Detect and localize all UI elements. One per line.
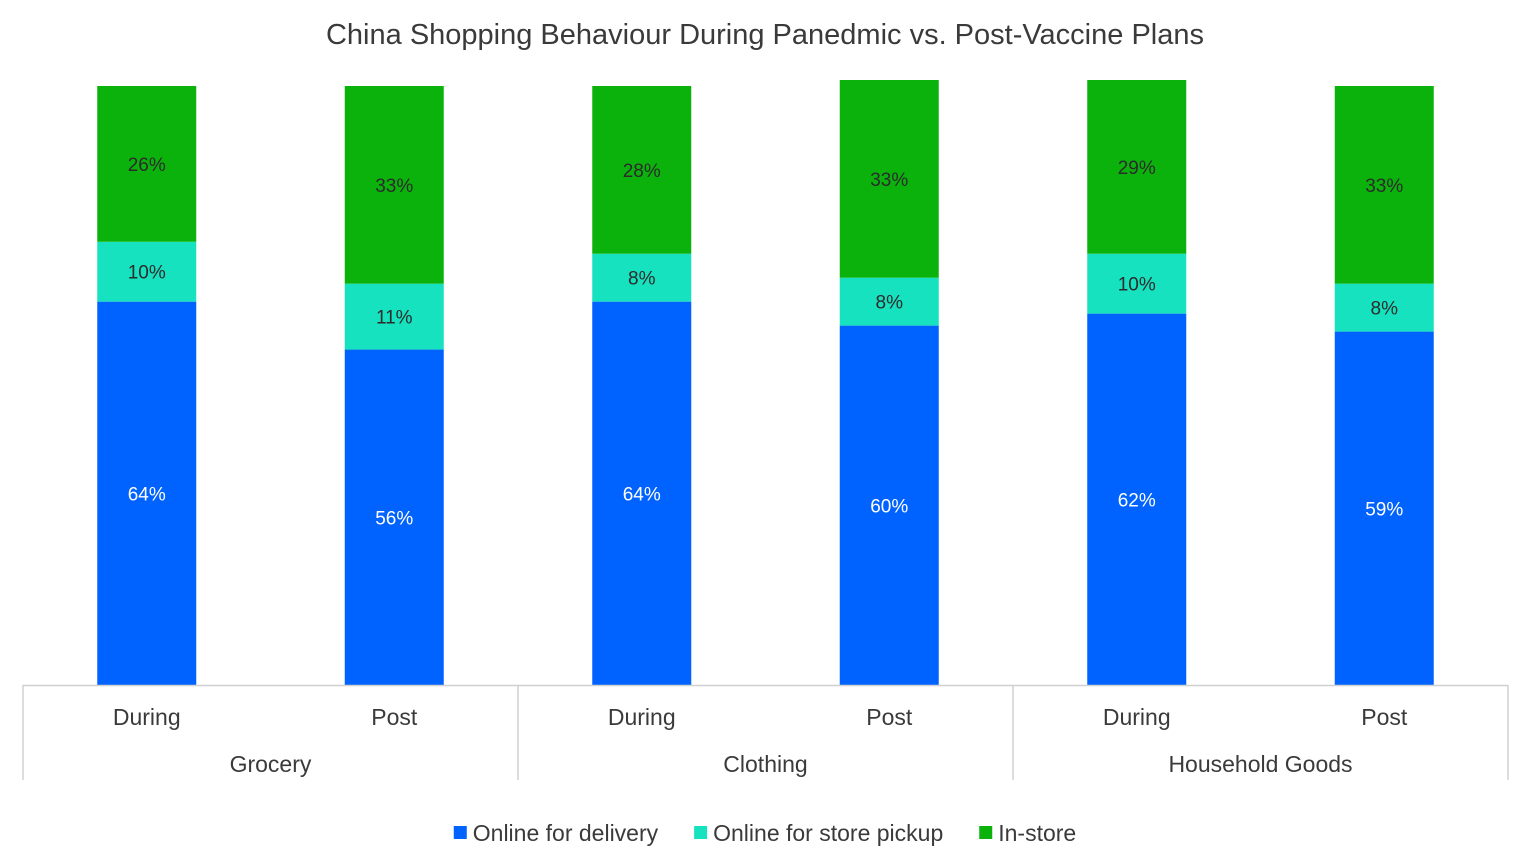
bar-segment	[592, 301, 692, 685]
data-label: 33%	[375, 176, 413, 197]
bar-segment	[592, 253, 692, 302]
data-label: 33%	[1365, 176, 1403, 197]
data-label: 64%	[128, 484, 166, 505]
group-label: Household Goods	[1168, 751, 1352, 777]
bar-segment	[344, 86, 444, 284]
chart-title: China Shopping Behaviour During Panedmic…	[326, 19, 1204, 51]
tick-label: During	[113, 704, 181, 730]
bar-segment	[1334, 283, 1434, 332]
tick-label: Post	[1361, 704, 1408, 730]
data-label: 62%	[1118, 490, 1156, 511]
bar-segment	[344, 349, 444, 685]
legend-swatch	[694, 826, 708, 839]
bar-segment	[592, 86, 692, 254]
data-label: 60%	[870, 496, 908, 517]
bar-segment	[1087, 253, 1187, 314]
data-label: 59%	[1365, 499, 1403, 520]
group-label: Grocery	[230, 751, 312, 777]
data-label: 64%	[623, 484, 661, 505]
bar-segment	[344, 283, 444, 350]
data-label: 8%	[628, 269, 656, 290]
group-label: Clothing	[723, 751, 807, 777]
data-label: 11%	[376, 308, 413, 329]
bar-segment	[1334, 331, 1434, 685]
data-label: 56%	[375, 508, 413, 529]
legend: Online for delivery Online for store pick…	[453, 820, 1076, 846]
legend-swatch	[979, 826, 993, 839]
tick-label: During	[608, 704, 676, 730]
data-label: 28%	[623, 161, 661, 182]
category-axis: During Post Grocery During Post Clothing Durin…	[22, 684, 1509, 780]
legend-label: Online for store pickup	[713, 820, 943, 846]
tick-label: During	[1103, 704, 1171, 730]
bar-segment	[1087, 80, 1187, 254]
bar-segment	[1087, 313, 1187, 685]
legend-label: Online for delivery	[473, 820, 659, 846]
bar-segment	[839, 277, 939, 326]
bar-segment	[97, 86, 197, 242]
data-label: 10%	[128, 263, 166, 284]
bar-segment	[1334, 86, 1434, 284]
data-label: 8%	[876, 293, 904, 314]
tick-label: Post	[371, 704, 418, 730]
data-label: 8%	[1371, 299, 1399, 320]
bar-segment	[97, 241, 197, 302]
bars-layer: 64% 10% 26% 56% 11% 33% 64% 8% 28% 60% 8% 33% 62% 10%…	[97, 80, 1434, 685]
legend-label: In-store	[998, 820, 1076, 846]
bar-segment	[839, 80, 939, 278]
data-label: 26%	[128, 155, 166, 176]
tick-label: Post	[866, 704, 913, 730]
bar-segment	[97, 301, 197, 685]
bar-segment	[839, 325, 939, 685]
data-label: 10%	[1118, 275, 1156, 296]
data-label: 33%	[870, 170, 908, 191]
legend-swatch	[453, 826, 467, 839]
data-label: 29%	[1118, 158, 1156, 179]
